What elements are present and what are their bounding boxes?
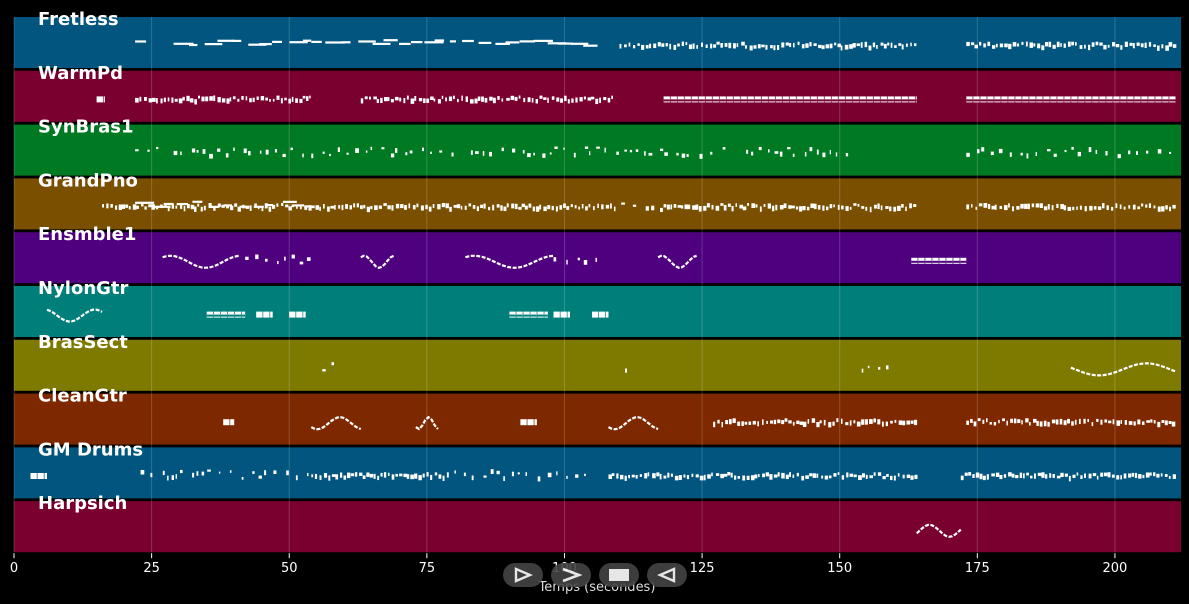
note-segment-8-1 xyxy=(140,469,309,481)
note-segment-4-2 xyxy=(360,254,395,269)
x-axis: 0255075100125150175200 xyxy=(10,553,1127,576)
note-segment-2-3 xyxy=(470,146,726,159)
note-segment-2-5 xyxy=(966,146,1172,159)
note-segment-1-4 xyxy=(966,96,1176,103)
track-label-0: Fretless xyxy=(38,9,119,30)
note-segment-8-0 xyxy=(30,473,47,479)
note-segment-7-2 xyxy=(415,415,439,431)
note-segment-8-3 xyxy=(454,469,586,482)
note-segment-4-6 xyxy=(911,257,967,264)
fast-forward-button[interactable] xyxy=(551,563,591,587)
note-segment-7-6 xyxy=(966,418,1176,428)
track-label-2: SynBras1 xyxy=(38,117,134,138)
track-band-8 xyxy=(14,447,1181,499)
note-segment-6-0 xyxy=(322,362,334,372)
track-band-7 xyxy=(14,393,1181,445)
play-icon xyxy=(514,567,533,583)
note-segment-6-3 xyxy=(1070,362,1176,377)
track-label-7: CleanGtr xyxy=(38,386,127,407)
track-band-2 xyxy=(14,124,1181,176)
note-segment-7-3 xyxy=(520,419,537,426)
track-label-4: Ensmble1 xyxy=(38,224,136,245)
note-segment-2-2 xyxy=(311,146,454,159)
note-segment-2-1 xyxy=(173,147,304,159)
note-segment-5-6 xyxy=(592,311,609,318)
note-segment-5-3 xyxy=(289,311,306,318)
note-segment-0-4 xyxy=(713,41,917,51)
note-segment-1-2 xyxy=(360,95,613,105)
note-segment-0-5 xyxy=(966,41,1177,51)
note-segment-6-1 xyxy=(625,368,627,373)
note-segment-0-2 xyxy=(311,39,598,47)
note-segment-7-5 xyxy=(713,418,918,428)
grid-layer xyxy=(13,17,1116,553)
tracks-layer xyxy=(14,17,1181,553)
note-segment-0-3 xyxy=(619,41,713,50)
rewind-button[interactable] xyxy=(647,563,687,587)
x-tick-label-8: 200 xyxy=(1103,561,1128,576)
note-segment-4-0 xyxy=(162,254,240,269)
note-segment-1-3 xyxy=(663,96,917,103)
note-segment-1-0 xyxy=(96,96,105,103)
track-label-8: GM Drums xyxy=(38,439,143,460)
track-label-9: Harpsich xyxy=(38,493,127,514)
track-band-6 xyxy=(14,339,1181,391)
x-tick-label-7: 175 xyxy=(965,561,990,576)
labels-layer: Fretless WarmPd SynBras1 GrandPno Ensmble1 Ny… xyxy=(38,9,143,514)
track-label-5: NylonGtr xyxy=(38,278,129,299)
note-segment-1-1 xyxy=(135,95,311,105)
note-segment-3-1 xyxy=(135,200,312,208)
note-segment-3-3 xyxy=(614,202,663,212)
note-segment-5-1 xyxy=(206,311,246,318)
x-tick-label-1: 25 xyxy=(143,561,160,576)
stop-button[interactable] xyxy=(599,563,639,587)
note-segment-5-2 xyxy=(256,311,273,318)
track-label-3: GrandPno xyxy=(38,170,138,191)
fast-forward-icon xyxy=(562,567,582,583)
note-segment-8-4 xyxy=(608,472,918,481)
note-segment-0-1 xyxy=(173,39,312,47)
x-tick-label-3: 75 xyxy=(419,561,436,576)
note-segment-6-2 xyxy=(861,365,889,373)
track-band-4 xyxy=(14,232,1181,284)
x-tick-label-5: 125 xyxy=(690,561,715,576)
note-segment-3-2 xyxy=(311,203,612,213)
note-segment-5-4 xyxy=(509,311,548,318)
note-segment-4-4 xyxy=(553,257,597,265)
x-tick-label-2: 50 xyxy=(281,561,298,576)
track-band-5 xyxy=(14,286,1181,337)
notes-layer xyxy=(30,39,1177,538)
note-segment-7-0 xyxy=(223,419,235,426)
track-label-6: BrasSect xyxy=(38,332,128,353)
note-segment-7-4 xyxy=(607,416,659,431)
note-segment-4-3 xyxy=(465,254,554,269)
note-segment-2-0 xyxy=(135,146,159,152)
play-button[interactable] xyxy=(503,563,543,587)
note-segment-5-0 xyxy=(46,308,103,323)
note-segment-5-5 xyxy=(553,311,570,318)
stop-icon xyxy=(609,569,629,581)
track-band-0 xyxy=(14,17,1181,68)
track-label-1: WarmPd xyxy=(38,63,123,84)
note-segment-3-5 xyxy=(966,203,1176,212)
note-segment-8-5 xyxy=(960,472,1176,482)
x-tick-label-6: 150 xyxy=(827,561,852,576)
note-segment-2-4 xyxy=(746,146,849,158)
track-band-1 xyxy=(14,70,1181,122)
note-segment-3-4 xyxy=(663,203,917,213)
track-band-9 xyxy=(14,501,1181,553)
rewind-icon xyxy=(657,567,676,583)
note-segment-4-1 xyxy=(245,254,311,265)
note-segment-7-1 xyxy=(310,416,362,431)
note-segment-8-2 xyxy=(311,472,449,481)
note-segment-4-5 xyxy=(657,254,697,269)
x-tick-label-0: 0 xyxy=(10,561,18,576)
note-segment-0-0 xyxy=(135,40,147,43)
